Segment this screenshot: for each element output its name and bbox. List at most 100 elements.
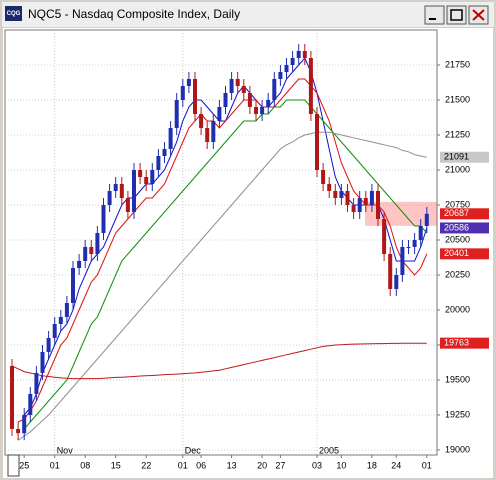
month-label: Nov [57,445,74,455]
candle-body [345,190,350,205]
candle-body [406,246,411,248]
candle-body [168,127,173,149]
candle-body [138,169,143,177]
candle-body [28,393,33,415]
candle-body [412,239,417,247]
candle-body [272,78,277,100]
plot-border [4,29,438,456]
candle-body [132,169,136,212]
x-tick-label: 27 [275,460,285,470]
price-tag-label: 21091 [444,152,469,162]
price-tag-label: 20687 [444,208,469,218]
candle-body [46,337,51,352]
x-tick-label: 06 [196,460,206,470]
candle-body [284,64,289,72]
y-tick-label: 20250 [445,269,470,279]
candle-body [10,365,14,429]
candle-body [382,218,387,254]
candle-body [113,183,118,191]
candle-body [119,183,124,198]
candle-body [186,78,191,86]
close-button[interactable] [468,5,489,25]
candle-body [199,113,204,128]
x-tick-label: 15 [111,460,121,470]
candle-body [125,197,130,212]
candle-body [223,92,228,107]
minimize-button[interactable] [424,5,445,25]
candle-body [315,113,319,170]
price-tag [440,248,489,260]
candle-body [369,190,374,205]
candle-body [101,204,106,233]
price-tag-label: 19763 [444,338,469,348]
candle-body [180,85,185,100]
candle-body [211,120,216,142]
candle-body [278,71,283,79]
candle-body [327,183,332,191]
maximize-button[interactable] [446,5,467,25]
candle-body [308,57,313,114]
candle-body [16,428,21,434]
candle-body [296,50,301,58]
x-tick-label: 18 [367,460,377,470]
candle-body [333,190,338,198]
candle-body [424,213,429,226]
x-tick-label: 22 [141,460,151,470]
x-tick-label: 20 [257,460,267,470]
candle-body [235,78,240,86]
x-tick-label: 01 [178,460,188,470]
candle-body [241,85,246,93]
x-tick-label: 01 [422,460,432,470]
candle-body [34,372,39,394]
candle-body [58,316,63,324]
candle-body [339,190,344,198]
y-tick-label: 20750 [445,199,470,209]
candle-body [400,246,405,275]
candle-body [229,78,234,93]
candle-body [418,225,423,240]
x-tick-label: 01 [50,460,60,470]
candle-body [89,246,94,254]
window-title: NQC5 - Nasdaq Composite Index, Daily [28,7,240,21]
title-bar [2,2,494,27]
candle-body [217,106,222,121]
x-tick-label: 24 [391,460,401,470]
candle-body [205,127,210,142]
month-label: 2005 [319,445,339,455]
y-tick-label: 20000 [445,304,470,314]
app-icon-label: CQG [7,11,21,17]
candle-body [77,260,82,268]
scroll-box[interactable] [7,454,20,477]
candle-body [71,267,75,303]
x-tick-label: 10 [336,460,346,470]
candle-body [260,106,265,114]
candle-body [107,190,112,205]
price-tag [440,337,489,349]
price-tag [440,151,489,163]
price-tag [440,222,489,234]
price-tag-label: 20401 [444,248,469,258]
y-tick-label: 19250 [445,409,470,419]
candle-body [144,176,149,184]
candle-body [162,148,167,156]
month-label: Dec [185,445,202,455]
candle-body [247,92,252,107]
candle-body [357,197,362,212]
candle-body [95,232,100,254]
moving-average-line [17,78,428,423]
y-tick-label: 21250 [445,129,470,139]
y-tick-label: 19500 [445,374,470,384]
candle-body [174,99,179,128]
candle-body [254,106,258,114]
candle-body [193,78,197,114]
moving-average-line [11,342,427,380]
y-tick-label: 21750 [445,59,470,69]
x-tick-label: 03 [312,460,322,470]
candle-body [388,253,393,289]
y-tick-label: 21500 [445,94,470,104]
candle-body [376,190,380,219]
candle-body [83,246,88,261]
candle-body [302,50,307,58]
price-tag-label: 20586 [444,222,469,232]
